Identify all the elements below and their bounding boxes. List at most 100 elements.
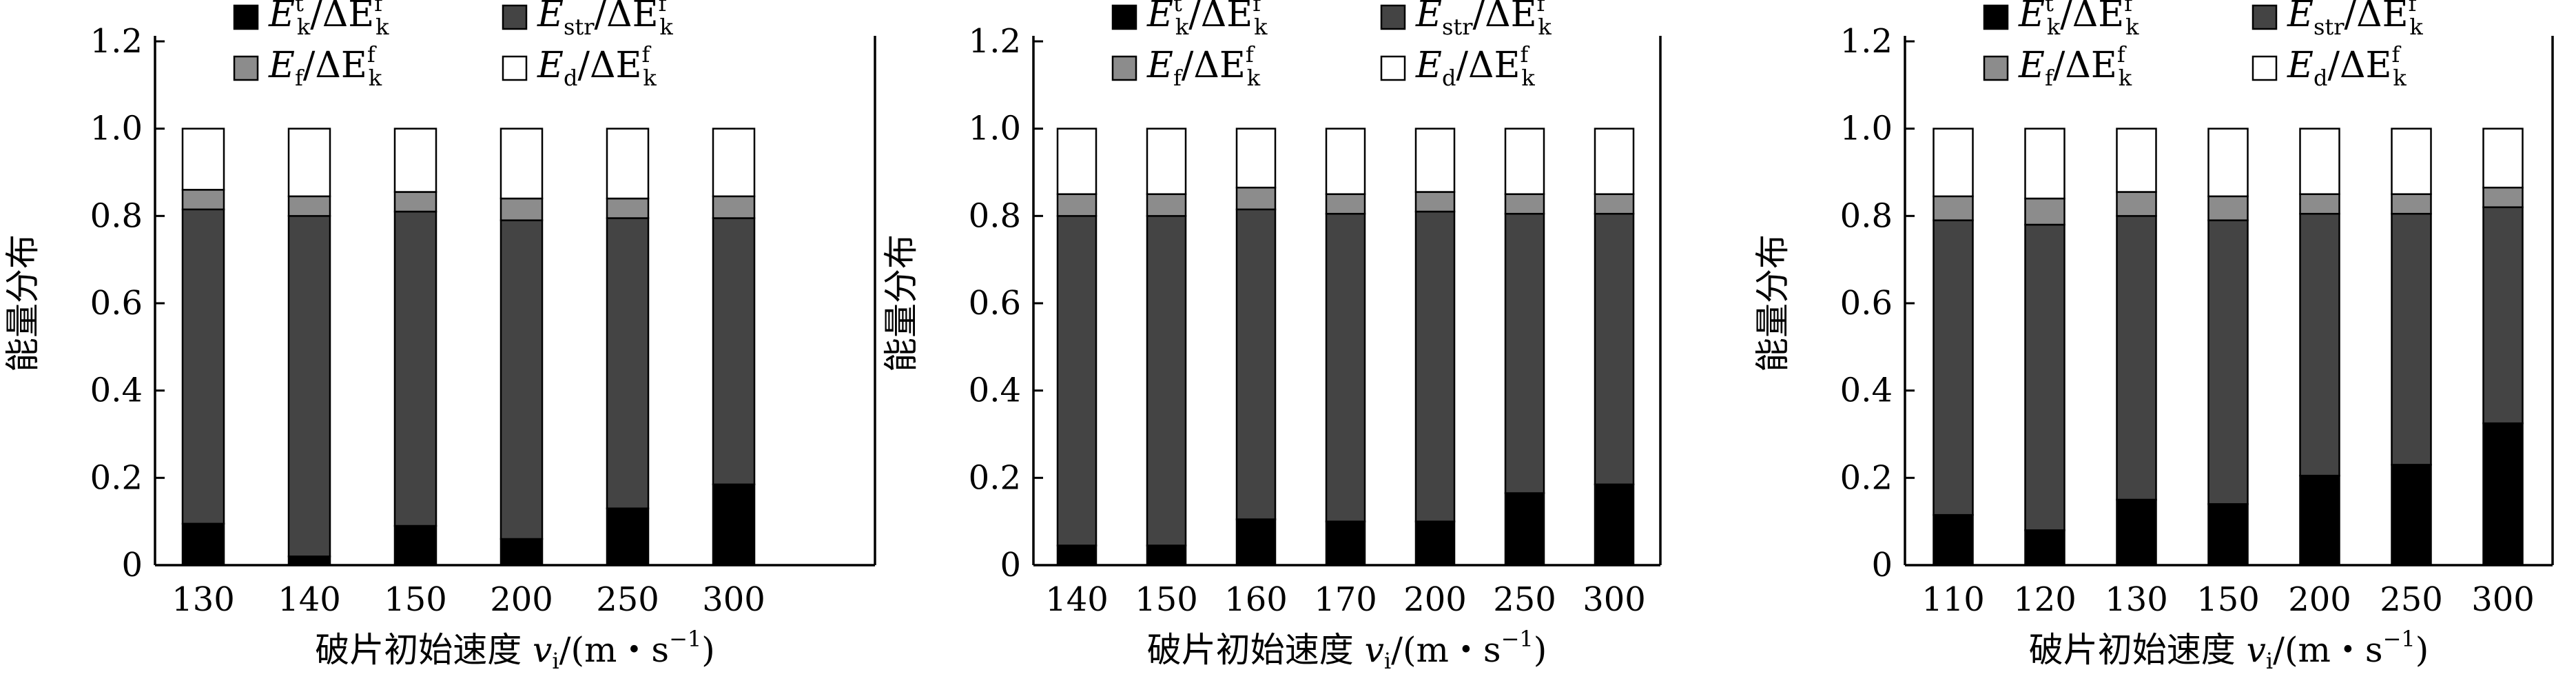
x-tick-label: 200: [1403, 580, 1467, 619]
legend-swatch-estr: [1380, 4, 1406, 30]
bar-segment-2-cat-150: [1146, 215, 1187, 547]
bar-segment-3-cat-200: [499, 197, 544, 221]
y-tick-label: 0.6: [1840, 284, 1893, 323]
bar-segment-2-cat-160: [1235, 208, 1277, 520]
legend-swatch-ek: [1111, 4, 1137, 30]
bar-segment-4-cat-200: [1414, 128, 1456, 193]
legend-swatch-ed: [2252, 55, 2278, 81]
bar-segment-2-cat-200: [1414, 210, 1456, 522]
bar-segment-4-cat-150: [1146, 128, 1187, 195]
bar-segment-1-cat-300: [2482, 422, 2524, 567]
bar-segment-1-cat-150: [2207, 503, 2249, 567]
chart-panel-3: 110 120 130 150 200 250 300 0 0.2 0.4 0.6 0.8 1.0 1.2…: [1753, 0, 2554, 674]
chart-panel-2: 140 150 160 170 200 250 300 0 0.2 0.4 0.6 0.8 1.0 1.2…: [881, 0, 1662, 674]
y-tick-label: 0.8: [969, 196, 1021, 235]
y-tick-label: 1.2: [969, 22, 1021, 61]
y-tick-label: 0.4: [969, 371, 1021, 410]
bar-segment-2-cat-250: [606, 217, 650, 509]
bar-segment-3-cat-110: [1933, 195, 1974, 221]
x-tick-label: 140: [1045, 580, 1109, 619]
legend-label-ef: Ef/ΔEf k: [268, 41, 382, 91]
bar-segment-3-cat-130: [2116, 191, 2157, 217]
bar-segment-3-cat-150: [393, 191, 437, 213]
legend-swatch-estr: [2252, 4, 2278, 30]
y-tick-label: 1.0: [969, 110, 1021, 148]
y-axis-title: 能量分布: [3, 234, 43, 372]
x-tick-label: 150: [384, 580, 447, 619]
bar-segment-2-cat-110: [1933, 219, 1974, 516]
bar-segment-2-cat-200: [2299, 212, 2340, 477]
y-tick-label: 0.4: [1840, 371, 1893, 410]
bar-segment-3-cat-160: [1235, 186, 1277, 211]
bar-segment-3-cat-300: [712, 195, 756, 219]
bar-segment-4-cat-110: [1933, 128, 1974, 198]
x-axis-title: 破片初始速度 vi/(m・s−1): [2029, 626, 2429, 674]
bar-segment-4-cat-140: [287, 128, 331, 198]
x-tick-label: 250: [1493, 580, 1556, 619]
legend-label-ef: Ef/ΔEf k: [2018, 41, 2132, 91]
bar-segment-4-cat-130: [2116, 128, 2157, 193]
bar-segment-2-cat-250: [1504, 212, 1545, 494]
legend-swatch-ek: [1983, 4, 2009, 30]
legend-label-ed: Ed/ΔEf k: [2287, 41, 2407, 91]
bar-segment-2-cat-130: [181, 208, 225, 525]
bar-segment-2-cat-150: [393, 210, 437, 527]
bar-segment-2-cat-300: [1594, 212, 1635, 486]
bar-segment-2-cat-150: [2207, 219, 2249, 505]
bar-segment-3-cat-150: [2207, 195, 2249, 221]
y-tick-label: 0.8: [90, 196, 143, 235]
y-tick-label: 0: [1000, 546, 1021, 584]
bar-segment-3-cat-250: [606, 197, 650, 219]
bar-segment-4-cat-140: [1056, 128, 1098, 195]
y-tick-label: 0.8: [1840, 196, 1893, 235]
y-tick-label: 0.2: [969, 458, 1021, 497]
y-tick-label: 0.6: [969, 284, 1021, 323]
bar-segment-1-cat-250: [606, 507, 650, 567]
legend-label-ek: Et k/ΔEf k: [1146, 0, 1268, 40]
x-tick-label: 120: [2013, 580, 2077, 619]
x-tick-label: 170: [1314, 580, 1377, 619]
bar-segment-2-cat-130: [2116, 215, 2157, 501]
legend-swatch-estr: [502, 4, 528, 30]
x-tick-label: 110: [1921, 580, 1985, 619]
chart-panel-1: 130 140 150 200 250 300 0 0.2 0.4 0.6 0.8 1.0 1.2 能量分…: [3, 0, 876, 674]
bar-segment-2-cat-120: [2024, 223, 2065, 531]
bar-segment-1-cat-250: [2391, 464, 2432, 567]
x-tick-label: 150: [1135, 580, 1198, 619]
y-tick-label: 1.2: [90, 22, 143, 61]
legend-label-estr: Estr/ΔEf k: [2287, 0, 2423, 40]
bar-segment-4-cat-150: [2207, 128, 2249, 198]
x-tick-label: 300: [2471, 580, 2535, 619]
bar-segment-3-cat-300: [2482, 186, 2524, 208]
bar-segment-2-cat-140: [287, 215, 331, 558]
y-tick-label: 1.0: [1840, 110, 1893, 148]
x-tick-label: 250: [596, 580, 659, 619]
y-axis-title: 能量分布: [1753, 234, 1793, 372]
x-axis-title: 破片初始速度 vi/(m・s−1): [315, 626, 715, 674]
y-tick-label: 0.6: [90, 284, 143, 323]
bar-segment-3-cat-150: [1146, 193, 1187, 217]
bar-segment-4-cat-200: [2299, 128, 2340, 195]
legend-label-ed: Ed/ΔEf k: [1415, 41, 1535, 91]
bar-segment-4-cat-200: [499, 128, 544, 200]
bar-segment-3-cat-140: [287, 195, 331, 217]
bar-segment-4-cat-160: [1235, 128, 1277, 189]
bar-segment-2-cat-300: [712, 217, 756, 486]
y-tick-label: 0: [121, 546, 143, 584]
bar-segment-3-cat-120: [2024, 197, 2065, 226]
bar-segment-3-cat-200: [2299, 193, 2340, 215]
legend-label-estr: Estr/ΔEf k: [537, 0, 673, 40]
x-tick-label: 130: [172, 580, 235, 619]
y-tick-label: 1.2: [1840, 22, 1893, 61]
bar-segment-1-cat-250: [1504, 492, 1545, 567]
bar-segment-1-cat-130: [2116, 498, 2157, 567]
y-tick-label: 1.0: [90, 110, 143, 148]
bar-segment-3-cat-250: [2391, 193, 2432, 215]
bar-segment-2-cat-200: [499, 219, 544, 540]
bar-segment-2-cat-170: [1325, 212, 1366, 522]
x-tick-label: 300: [702, 580, 765, 619]
legend-label-ed: Ed/ΔEf k: [537, 41, 657, 91]
bar-segment-4-cat-300: [1594, 128, 1635, 195]
legend-label-ek: Et k/ΔEf k: [268, 0, 389, 40]
legend-swatch-ed: [1380, 55, 1406, 81]
